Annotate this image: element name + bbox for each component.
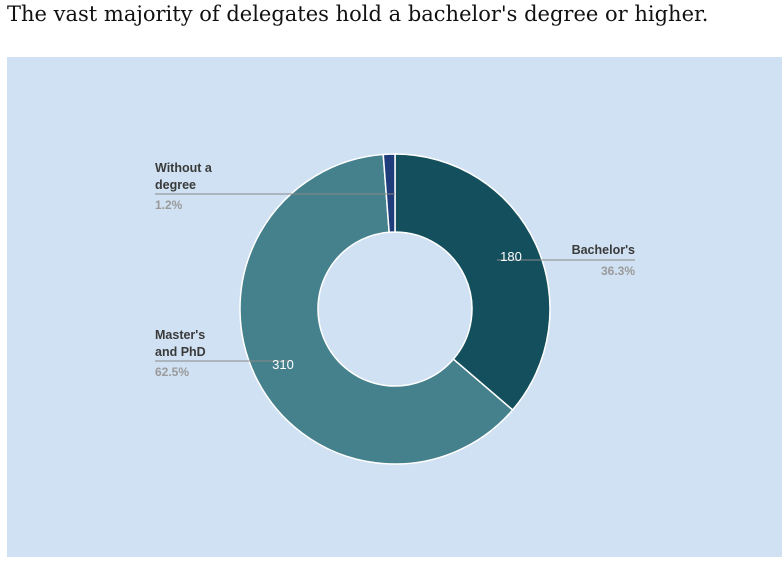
slice-percent-1: 62.5%: [155, 365, 189, 379]
donut-chart-panel: Bachelor's 36.3% 180 Master's and PhD 62.5% 31…: [7, 57, 782, 557]
slice-label-0-line-0: Bachelor's: [572, 243, 635, 257]
slice-value-1: 310: [272, 357, 294, 372]
donut-chart: Bachelor's 36.3% 180 Master's and PhD 62.5% 31…: [155, 153, 635, 465]
slice-label-2-line-0: Without a: [155, 161, 213, 175]
donut-slice-1: [239, 153, 514, 465]
slice-label-2-line-1: degree: [155, 178, 196, 192]
slice-percent-2: 1.2%: [155, 198, 183, 212]
slice-label-1-line-1: and PhD: [155, 345, 206, 359]
slice-label-1-line-0: Master's: [155, 328, 205, 342]
slice-value-0: 180: [500, 249, 522, 264]
slice-percent-0: 36.3%: [601, 264, 635, 278]
page-title: The vast majority of delegates hold a ba…: [7, 2, 709, 26]
donut-slice-2: [382, 153, 396, 234]
donut-slice-0: [394, 153, 551, 412]
